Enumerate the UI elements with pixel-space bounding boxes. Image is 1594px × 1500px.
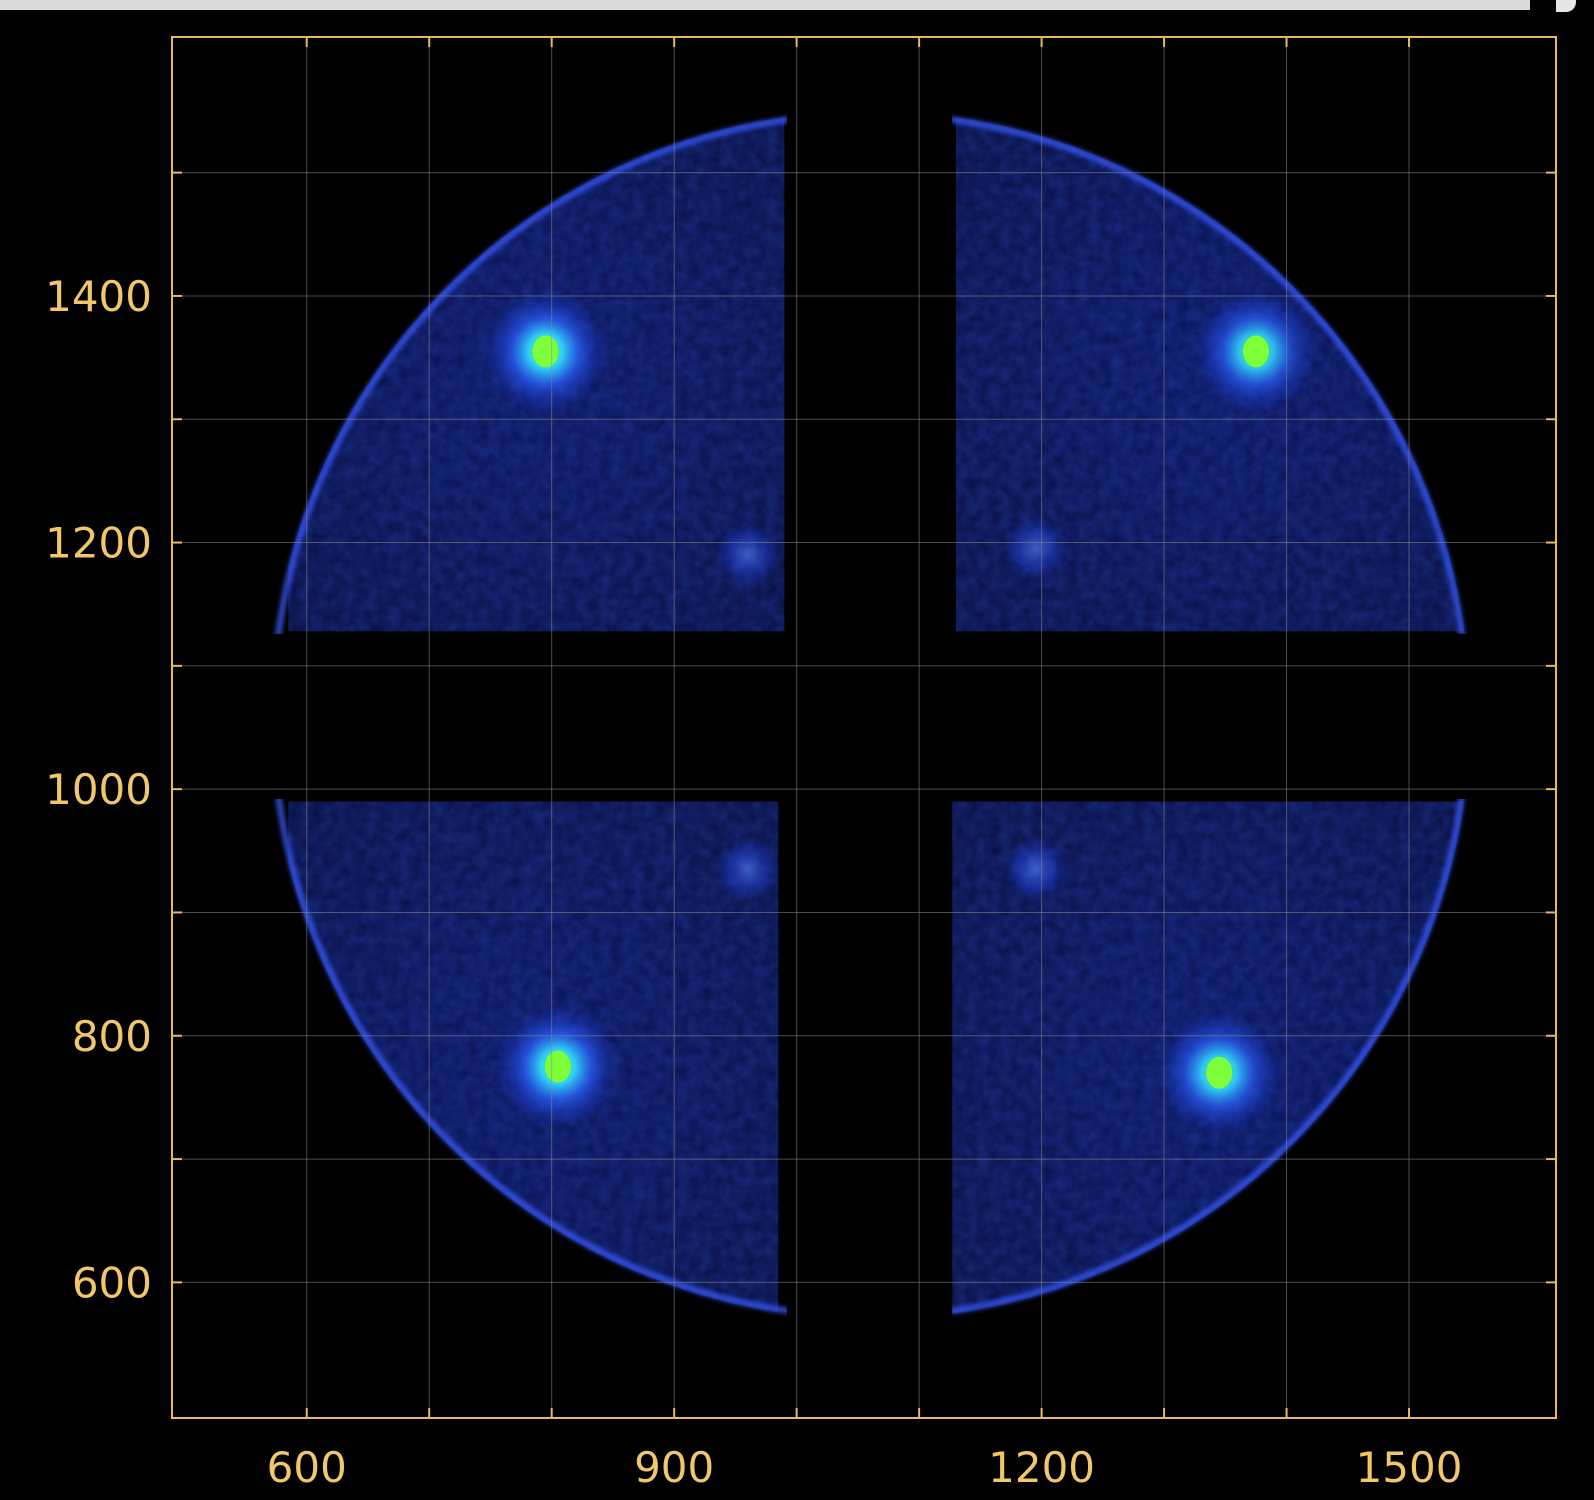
hot-spot-core-5 [544,1050,571,1083]
y-tick-label: 600 [72,1258,152,1307]
x-tick-label: 900 [634,1443,714,1492]
window-corner [1556,0,1576,12]
hot-spot-core-6 [1206,1056,1233,1089]
axis-layer [171,36,1557,1419]
hot-spot-7 [715,837,780,902]
x-tick-label: 600 [267,1443,347,1492]
bottom-mask [172,1352,1556,1418]
y-tick-label: 1400 [45,272,152,321]
edge-glow-layer [172,37,1556,1418]
hot-spot-core-2 [1242,335,1269,368]
tick-label-layer: 600 900 1200 1500 600 800 1000 1200 1400 [45,272,1462,1492]
hot-spot-core-1 [532,335,559,368]
top-mask [172,37,1556,111]
y-tick-label: 1200 [45,519,152,568]
x-tick-label: 1200 [988,1443,1095,1492]
y-tick-label: 1000 [45,765,152,814]
hot-spot-8 [1003,837,1068,902]
hot-spot-3 [715,522,780,587]
y-tick-label: 800 [72,1012,152,1061]
plot-frame [171,36,1557,1419]
horizontal-gap [172,633,1556,800]
window-top-bar [0,0,1530,10]
x-tick-label: 1500 [1356,1443,1463,1492]
hot-spot-4 [1003,516,1068,581]
grid-layer [172,37,1556,1418]
